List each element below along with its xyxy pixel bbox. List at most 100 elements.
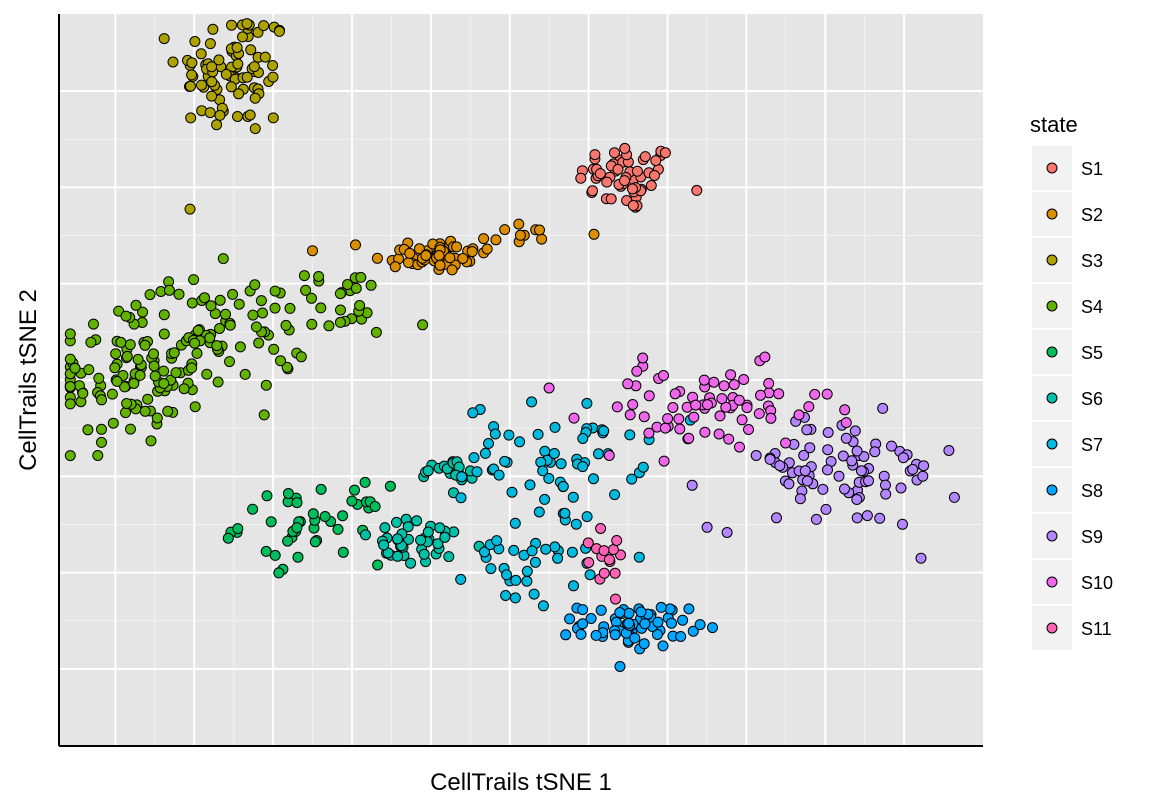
point-s10 <box>733 394 745 406</box>
point-s4 <box>96 423 107 435</box>
point-s7 <box>509 517 521 529</box>
point-s9 <box>799 465 811 477</box>
point-s4 <box>280 319 292 331</box>
point-s6 <box>405 557 417 569</box>
point-s4 <box>158 365 170 377</box>
point-s2 <box>434 259 446 271</box>
point-s10 <box>669 388 681 400</box>
point-s7 <box>503 429 515 441</box>
point-s9 <box>861 510 873 522</box>
point-s8 <box>614 661 626 672</box>
point-s2 <box>514 229 526 241</box>
point-s4 <box>139 339 151 351</box>
point-s7 <box>537 465 549 477</box>
point-s3 <box>267 112 279 124</box>
point-s10 <box>683 432 695 444</box>
point-s3 <box>186 69 198 81</box>
point-s6 <box>418 548 430 560</box>
point-s2 <box>478 233 490 245</box>
point-s6 <box>448 487 459 499</box>
point-s3 <box>167 56 179 68</box>
point-s4 <box>247 309 259 321</box>
point-s1 <box>659 147 671 159</box>
point-s10 <box>638 411 650 423</box>
point-s9 <box>810 513 822 525</box>
point-s4 <box>77 387 89 399</box>
point-s7 <box>479 546 490 558</box>
point-s4 <box>212 376 224 388</box>
point-s7 <box>555 458 567 470</box>
point-s10 <box>674 423 686 435</box>
point-s6 <box>392 550 404 562</box>
point-s9 <box>917 470 929 482</box>
point-s8 <box>564 613 576 625</box>
point-s3 <box>211 119 223 131</box>
point-s9 <box>855 465 867 477</box>
legend-marker-s6 <box>1046 392 1058 404</box>
point-s7 <box>539 445 551 457</box>
point-s7 <box>514 436 526 448</box>
point-s3 <box>249 92 261 104</box>
point-s10 <box>624 409 636 421</box>
point-s10 <box>803 401 815 413</box>
point-s10 <box>718 380 730 392</box>
point-s4 <box>137 306 149 318</box>
legend-label-s4: S4 <box>1081 297 1103 317</box>
point-s3 <box>220 68 232 80</box>
point-s8 <box>629 632 641 644</box>
point-s10 <box>568 412 580 424</box>
point-s10 <box>667 402 679 413</box>
point-s1 <box>609 147 620 159</box>
point-s7 <box>485 563 497 575</box>
point-s3 <box>259 51 271 63</box>
point-s7 <box>559 507 571 519</box>
point-s7 <box>521 565 533 577</box>
point-s4 <box>132 353 144 365</box>
point-s4 <box>269 302 281 314</box>
point-s9 <box>840 432 852 444</box>
point-s4 <box>109 362 121 374</box>
point-s2 <box>490 234 502 246</box>
point-s4 <box>82 424 94 436</box>
point-s6 <box>378 539 390 551</box>
point-s9 <box>851 512 863 524</box>
point-s4 <box>370 326 382 338</box>
point-s10 <box>741 402 753 414</box>
point-s6 <box>392 533 403 545</box>
point-s4 <box>275 355 286 367</box>
point-s9 <box>774 460 786 472</box>
point-s4 <box>220 308 231 320</box>
point-s4 <box>92 450 104 461</box>
legend-label-s6: S6 <box>1081 389 1103 409</box>
point-s9 <box>794 493 806 505</box>
point-s10 <box>603 450 615 461</box>
point-s9 <box>915 552 927 564</box>
point-s5 <box>384 480 396 492</box>
point-s4 <box>199 292 210 304</box>
point-s4 <box>107 417 119 429</box>
point-s10 <box>755 389 766 401</box>
point-s4 <box>233 298 245 310</box>
point-s7 <box>467 407 479 419</box>
point-s5 <box>369 501 381 512</box>
point-s1 <box>627 183 638 195</box>
point-s10 <box>714 410 726 422</box>
point-s3 <box>206 61 218 73</box>
point-s6 <box>434 522 446 534</box>
point-s6 <box>432 538 444 550</box>
point-s7 <box>577 433 589 444</box>
point-s6 <box>402 521 414 533</box>
point-s4 <box>188 274 200 286</box>
point-s2 <box>403 257 414 269</box>
point-s1 <box>594 168 606 180</box>
point-s8 <box>560 629 572 641</box>
point-s7 <box>598 425 610 437</box>
point-s5 <box>337 510 349 522</box>
point-s4 <box>111 375 123 387</box>
point-s4 <box>224 319 236 331</box>
point-s4 <box>88 318 99 330</box>
legend-label-s10: S10 <box>1081 573 1113 593</box>
point-s3 <box>267 71 279 83</box>
point-s1 <box>619 175 630 187</box>
point-s4 <box>64 353 76 365</box>
